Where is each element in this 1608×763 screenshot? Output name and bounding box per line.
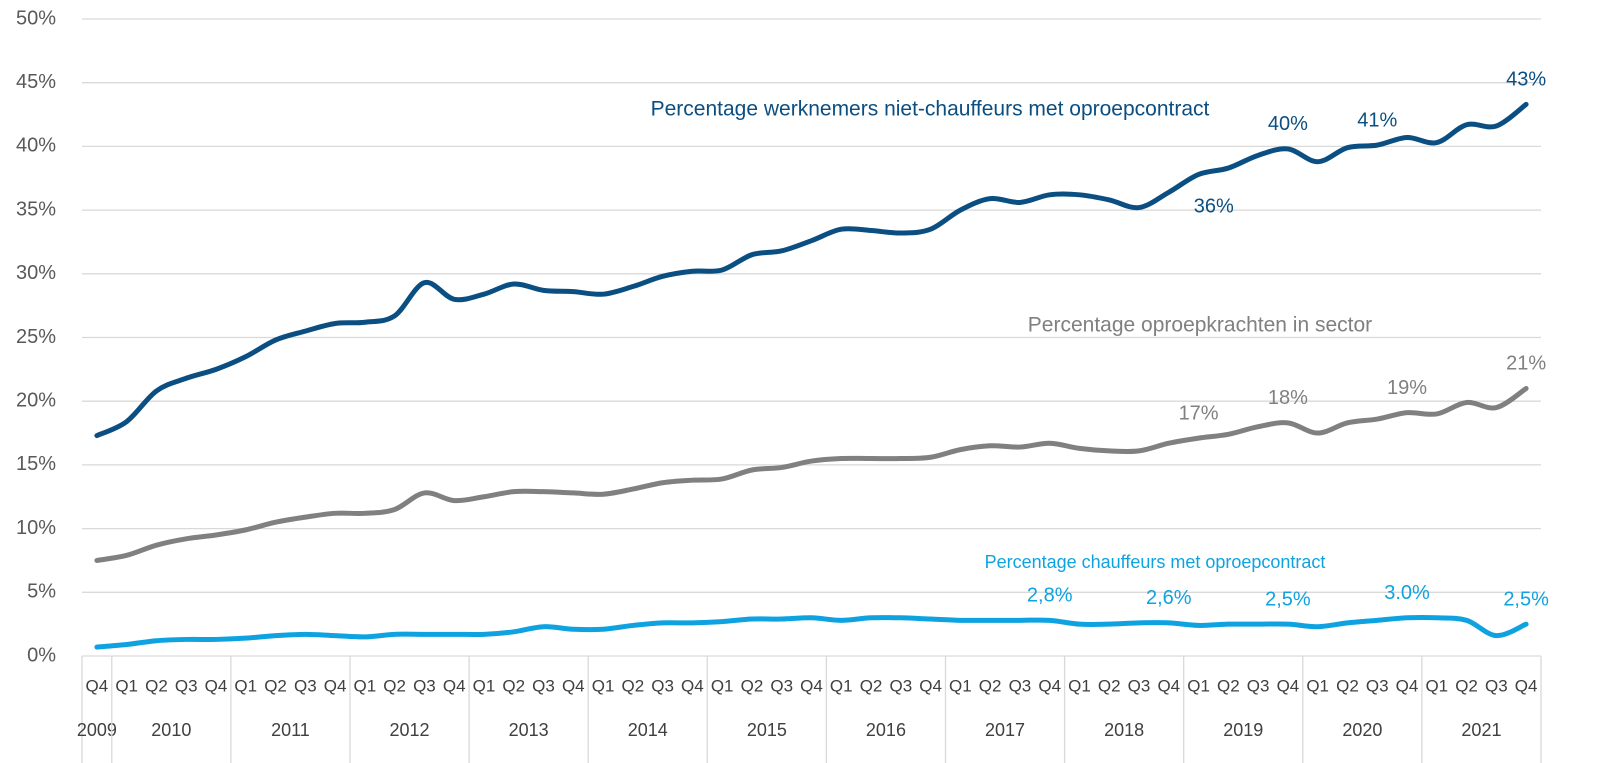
x-tick-label: Q4 xyxy=(562,676,585,695)
x-tick-label: Q2 xyxy=(622,676,645,695)
x-tick-label: Q1 xyxy=(1068,676,1091,695)
year-label: 2016 xyxy=(866,720,906,740)
data-label: 2,5% xyxy=(1265,588,1311,610)
x-tick-label: Q2 xyxy=(741,676,764,695)
data-label: 19% xyxy=(1387,377,1427,399)
x-tick-label: Q3 xyxy=(294,676,317,695)
series-name: Percentage werknemers niet-chauffeurs me… xyxy=(651,98,1210,121)
x-tick-label: Q3 xyxy=(1485,676,1508,695)
year-label: 2020 xyxy=(1342,720,1382,740)
x-tick-label: Q4 xyxy=(324,676,347,695)
x-tick-label: Q1 xyxy=(115,676,138,695)
data-label: 40% xyxy=(1268,113,1308,135)
x-tick-label: Q1 xyxy=(473,676,496,695)
year-label: 2011 xyxy=(271,720,310,740)
x-tick-label: Q2 xyxy=(860,676,883,695)
x-tick-label: Q3 xyxy=(413,676,436,695)
y-tick-label: 35% xyxy=(16,198,56,220)
year-label: 2018 xyxy=(1104,720,1144,740)
data-label: 36% xyxy=(1194,196,1234,218)
year-label: 2021 xyxy=(1461,720,1501,740)
x-tick-label: Q1 xyxy=(711,676,734,695)
data-label: 41% xyxy=(1357,109,1397,131)
x-tick-label: Q3 xyxy=(1009,676,1032,695)
data-label: 2,8% xyxy=(1027,585,1073,607)
x-tick-label: Q1 xyxy=(1187,676,1210,695)
series-line xyxy=(94,385,1529,563)
x-tick-label: Q4 xyxy=(1038,676,1061,695)
y-tick-label: 15% xyxy=(16,453,56,475)
data-label: 2,5% xyxy=(1503,588,1549,610)
series-line xyxy=(94,101,1529,439)
x-tick-label: Q1 xyxy=(830,676,853,695)
x-tick-label: Q4 xyxy=(1515,676,1538,695)
x-tick-label: Q3 xyxy=(889,676,912,695)
x-tick-label: Q1 xyxy=(1425,676,1448,695)
series-name: Percentage oproepkrachten in sector xyxy=(1028,314,1372,337)
year-label: 2012 xyxy=(390,720,430,740)
x-tick-label: Q2 xyxy=(1217,676,1240,695)
y-tick-label: 25% xyxy=(16,326,56,348)
data-label: 21% xyxy=(1506,353,1546,375)
x-tick-label: Q1 xyxy=(949,676,972,695)
x-tick-label: Q3 xyxy=(175,676,198,695)
data-label: 18% xyxy=(1268,387,1308,409)
x-tick-label: Q3 xyxy=(1128,676,1151,695)
x-tick-label: Q2 xyxy=(145,676,168,695)
x-tick-label: Q4 xyxy=(1277,676,1300,695)
x-tick-label: Q4 xyxy=(1157,676,1180,695)
x-tick-label: Q4 xyxy=(800,676,823,695)
y-tick-label: 5% xyxy=(27,581,56,603)
y-tick-label: 50% xyxy=(16,7,56,29)
x-tick-label: Q2 xyxy=(979,676,1002,695)
x-tick-label: Q4 xyxy=(86,676,109,695)
x-tick-label: Q2 xyxy=(383,676,406,695)
data-label: 2,6% xyxy=(1146,587,1192,609)
y-tick-label: 40% xyxy=(16,135,56,157)
x-tick-label: Q2 xyxy=(264,676,287,695)
data-label: 3.0% xyxy=(1384,582,1430,604)
data-label: 43% xyxy=(1506,69,1546,91)
year-label: 2013 xyxy=(509,720,549,740)
series-line xyxy=(94,614,1529,650)
x-tick-label: Q3 xyxy=(651,676,674,695)
year-label: 2010 xyxy=(151,720,191,740)
x-tick-label: Q1 xyxy=(1306,676,1329,695)
x-tick-label: Q4 xyxy=(205,676,228,695)
year-label: 2009 xyxy=(77,720,117,740)
y-tick-label: 45% xyxy=(16,71,56,93)
x-tick-label: Q4 xyxy=(681,676,704,695)
x-tick-label: Q2 xyxy=(1098,676,1121,695)
x-tick-label: Q4 xyxy=(443,676,466,695)
x-tick-label: Q2 xyxy=(1455,676,1478,695)
y-tick-label: 30% xyxy=(16,262,56,284)
y-tick-label: 10% xyxy=(16,517,56,539)
x-tick-label: Q1 xyxy=(592,676,615,695)
x-tick-label: Q3 xyxy=(770,676,793,695)
x-tick-label: Q2 xyxy=(1336,676,1359,695)
x-tick-label: Q4 xyxy=(919,676,942,695)
year-label: 2017 xyxy=(985,720,1025,740)
year-label: 2014 xyxy=(628,720,668,740)
x-tick-label: Q3 xyxy=(532,676,555,695)
x-tick-label: Q3 xyxy=(1247,676,1270,695)
data-label: 17% xyxy=(1179,402,1219,424)
x-tick-label: Q1 xyxy=(234,676,257,695)
y-tick-label: 0% xyxy=(27,644,56,666)
x-tick-label: Q1 xyxy=(354,676,377,695)
x-tick-label: Q4 xyxy=(1396,676,1419,695)
year-label: 2019 xyxy=(1223,720,1263,740)
x-tick-label: Q3 xyxy=(1366,676,1389,695)
y-tick-label: 20% xyxy=(16,389,56,411)
year-label: 2015 xyxy=(747,720,787,740)
series-name: Percentage chauffeurs met oproepcontract xyxy=(985,552,1326,572)
x-tick-label: Q2 xyxy=(502,676,525,695)
